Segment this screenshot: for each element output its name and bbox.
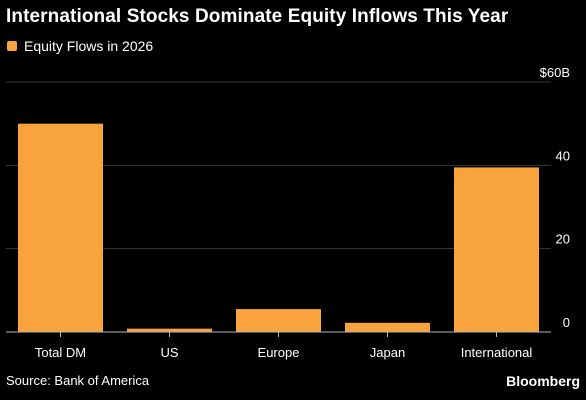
x-tick-label: Europe <box>258 345 300 360</box>
y-tick-label: 40 <box>556 148 570 163</box>
y-axis: 0 20 40 $60B <box>540 65 570 330</box>
bloomberg-logo: Bloomberg <box>506 373 580 389</box>
x-tick-label: Total DM <box>35 345 86 360</box>
legend-label: Equity Flows in 2026 <box>24 38 154 54</box>
bar <box>454 167 539 332</box>
source-note: Source: Bank of America <box>6 373 150 388</box>
y-tick-label: 0 <box>563 315 570 330</box>
legend-swatch <box>7 41 17 51</box>
chart-title: International Stocks Dominate Equity Inf… <box>6 6 509 27</box>
x-tick-label: Japan <box>370 345 405 360</box>
bars <box>18 123 539 333</box>
legend: Equity Flows in 2026 <box>7 38 153 54</box>
x-tick-label: US <box>160 345 178 360</box>
x-axis: Total DM US Europe Japan International <box>6 331 551 360</box>
bar <box>18 123 103 333</box>
bar <box>345 322 430 332</box>
y-tick-label: 20 <box>556 232 570 247</box>
bar <box>127 328 212 332</box>
bar <box>236 309 321 332</box>
x-tick-label: International <box>461 345 533 360</box>
y-tick-label: $60B <box>540 65 570 80</box>
